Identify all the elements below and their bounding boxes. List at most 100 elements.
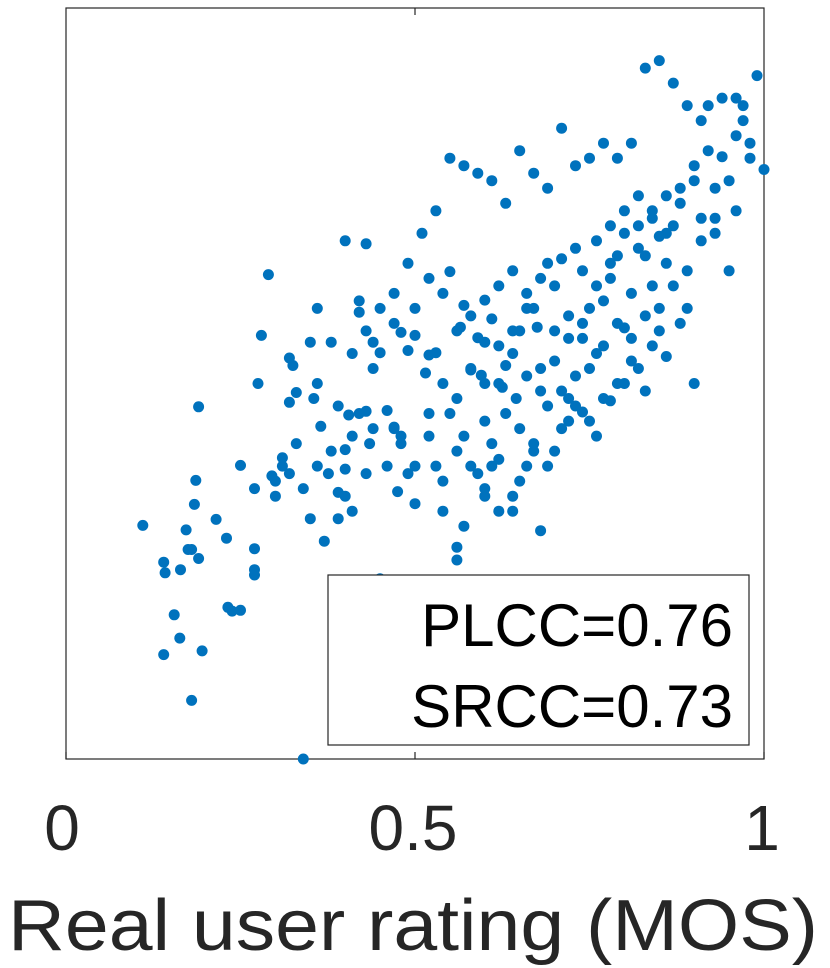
data-point-149 <box>639 310 651 322</box>
data-point-228 <box>430 205 442 217</box>
data-point-120 <box>493 453 505 465</box>
data-point-220 <box>542 182 554 194</box>
data-point-211 <box>667 77 679 89</box>
stats-legend: PLCC=0.76 SRCC=0.73 <box>327 574 750 746</box>
data-point-262 <box>402 468 414 480</box>
data-point-35 <box>315 420 327 432</box>
x-tick-label-0.5: 0.5 <box>369 792 458 864</box>
data-point-275 <box>639 385 651 397</box>
data-point-24 <box>252 378 264 389</box>
data-point-119 <box>479 490 491 502</box>
data-point-23 <box>249 564 260 576</box>
data-point-146 <box>598 340 609 352</box>
data-point-207 <box>730 205 742 217</box>
data-point-171 <box>632 242 644 254</box>
data-point-174 <box>339 235 351 247</box>
data-point-43 <box>353 295 365 307</box>
data-point-165 <box>549 355 561 367</box>
data-point-79 <box>535 363 547 374</box>
data-point-17 <box>221 532 232 544</box>
data-point-42 <box>346 348 358 359</box>
data-point-253 <box>249 483 260 495</box>
data-point-0 <box>137 519 149 531</box>
data-point-232 <box>374 302 386 314</box>
data-point-249 <box>283 468 295 480</box>
data-point-155 <box>409 460 421 472</box>
data-point-136 <box>458 430 470 442</box>
data-point-181 <box>367 363 379 374</box>
data-point-25 <box>255 329 267 341</box>
data-point-111 <box>758 164 770 175</box>
data-point-9 <box>186 544 198 555</box>
data-point-113 <box>709 227 721 239</box>
data-point-13 <box>193 553 205 564</box>
data-point-7 <box>180 524 192 536</box>
data-point-252 <box>269 490 281 502</box>
data-point-219 <box>556 122 568 134</box>
data-point-217 <box>584 152 595 164</box>
data-point-97 <box>660 257 672 269</box>
data-point-193 <box>577 265 588 277</box>
data-point-123 <box>535 525 547 537</box>
data-point-170 <box>618 227 630 239</box>
data-point-185 <box>465 310 477 322</box>
data-point-176 <box>311 302 323 314</box>
legend-plcc: PLCC=0.76 <box>421 592 733 659</box>
data-point-189 <box>521 302 533 314</box>
data-point-3 <box>158 649 170 661</box>
data-point-142 <box>542 400 554 412</box>
data-point-32 <box>290 387 302 398</box>
data-point-11 <box>188 498 200 510</box>
data-point-110 <box>751 70 763 82</box>
data-point-130 <box>632 363 644 374</box>
data-point-274 <box>625 355 637 367</box>
data-point-200 <box>674 182 686 194</box>
data-point-210 <box>681 100 693 112</box>
data-point-98 <box>667 220 679 232</box>
data-point-180 <box>423 272 435 284</box>
data-point-221 <box>528 167 540 179</box>
data-point-244 <box>367 423 379 435</box>
data-point-160 <box>479 415 491 427</box>
data-point-213 <box>639 62 651 74</box>
data-point-162 <box>507 348 519 359</box>
data-point-145 <box>584 363 595 374</box>
data-point-269 <box>556 423 568 435</box>
data-point-2 <box>159 567 171 579</box>
data-point-93 <box>632 220 644 232</box>
data-point-137 <box>472 468 484 480</box>
data-point-177 <box>308 393 320 404</box>
data-point-216 <box>598 137 609 149</box>
data-point-270 <box>570 400 581 412</box>
data-point-63 <box>458 299 470 311</box>
data-point-184 <box>332 400 344 412</box>
data-point-222 <box>514 145 526 157</box>
data-point-179 <box>409 302 421 314</box>
data-point-16 <box>210 513 222 525</box>
data-point-37 <box>325 336 337 348</box>
data-point-70 <box>493 280 505 292</box>
data-point-115 <box>451 554 463 566</box>
data-point-114 <box>451 541 463 553</box>
data-point-135 <box>444 408 456 419</box>
data-point-86 <box>584 302 595 314</box>
data-point-133 <box>674 317 686 329</box>
data-point-153 <box>695 235 707 247</box>
data-point-102 <box>695 212 707 224</box>
data-point-14 <box>196 645 208 657</box>
data-point-30 <box>283 396 295 408</box>
data-point-197 <box>632 190 644 202</box>
data-point-99 <box>674 197 686 209</box>
data-point-73 <box>507 265 519 277</box>
data-point-272 <box>598 393 609 404</box>
data-point-100 <box>681 302 693 314</box>
data-point-26 <box>262 269 274 281</box>
data-point-104 <box>709 182 721 194</box>
data-point-191 <box>549 325 561 337</box>
data-point-19 <box>226 605 238 617</box>
data-point-182 <box>388 317 400 329</box>
data-point-235 <box>493 505 505 517</box>
data-point-250 <box>276 460 288 472</box>
data-point-169 <box>604 257 616 269</box>
data-point-158 <box>451 393 463 404</box>
